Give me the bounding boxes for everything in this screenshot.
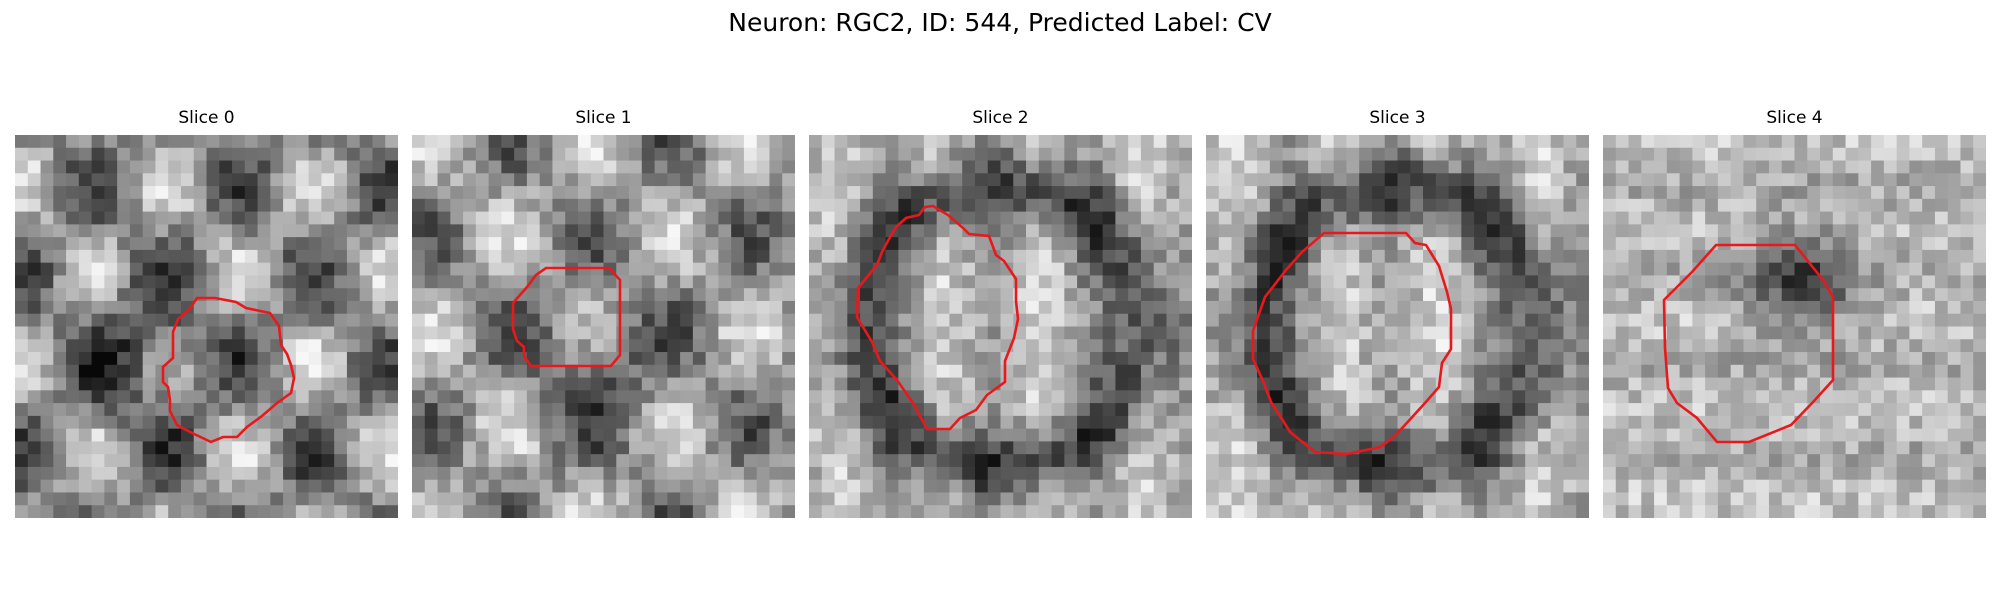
slice-canvas-4 <box>1603 135 1986 518</box>
slice-title-0: Slice 0 <box>178 108 235 128</box>
slice-title-3: Slice 3 <box>1369 108 1426 128</box>
slice-title-2: Slice 2 <box>972 108 1029 128</box>
slice-canvas-0 <box>15 135 398 518</box>
slice-image-4 <box>1603 135 1986 518</box>
slice-image-2 <box>809 135 1192 518</box>
slice-canvas-1 <box>412 135 795 518</box>
grayscale-pixels-0 <box>15 135 398 518</box>
roi-contour-4 <box>1662 243 1835 444</box>
slice-title-4: Slice 4 <box>1766 108 1823 128</box>
roi-contour-2 <box>855 204 1020 431</box>
grayscale-pixels-3 <box>1206 135 1589 518</box>
slice-canvas-2 <box>809 135 1192 518</box>
roi-contour-1 <box>511 266 622 368</box>
slice-image-3 <box>1206 135 1589 518</box>
slice-image-1 <box>412 135 795 518</box>
roi-contour-0 <box>161 296 296 444</box>
grayscale-pixels-4 <box>1603 135 1986 518</box>
grayscale-pixels-2 <box>809 135 1192 518</box>
roi-contour-3 <box>1251 231 1453 456</box>
slice-title-1: Slice 1 <box>575 108 632 128</box>
slice-canvas-3 <box>1206 135 1589 518</box>
figure-title: Neuron: RGC2, ID: 544, Predicted Label: … <box>728 8 1272 37</box>
grayscale-pixels-1 <box>412 135 795 518</box>
slice-image-0 <box>15 135 398 518</box>
